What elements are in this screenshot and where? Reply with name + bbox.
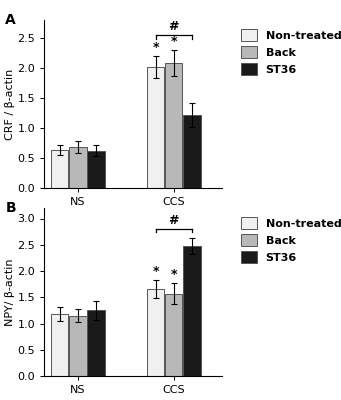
Text: *: * bbox=[170, 268, 177, 281]
Bar bbox=[87, 151, 105, 188]
Bar bbox=[69, 316, 87, 376]
Legend: Non-treated, Back, ST36: Non-treated, Back, ST36 bbox=[238, 214, 341, 266]
Text: B: B bbox=[5, 201, 16, 215]
Bar bbox=[69, 147, 87, 188]
Text: #: # bbox=[168, 214, 179, 228]
Bar bbox=[87, 310, 105, 376]
Text: A: A bbox=[5, 13, 16, 27]
Legend: Non-treated, Back, ST36: Non-treated, Back, ST36 bbox=[238, 26, 341, 78]
Text: #: # bbox=[168, 20, 179, 33]
Y-axis label: NPY/ β-actin: NPY/ β-actin bbox=[5, 258, 15, 326]
Bar bbox=[51, 150, 68, 188]
Text: *: * bbox=[170, 35, 177, 48]
Bar bbox=[147, 289, 164, 376]
Text: *: * bbox=[152, 41, 159, 54]
Y-axis label: CRF / β-actin: CRF / β-actin bbox=[5, 68, 15, 140]
Bar bbox=[183, 115, 201, 188]
Bar bbox=[165, 63, 182, 188]
Bar bbox=[165, 294, 182, 376]
Text: *: * bbox=[152, 265, 159, 278]
Bar bbox=[183, 246, 201, 376]
Bar bbox=[51, 314, 68, 376]
Bar bbox=[147, 67, 164, 188]
